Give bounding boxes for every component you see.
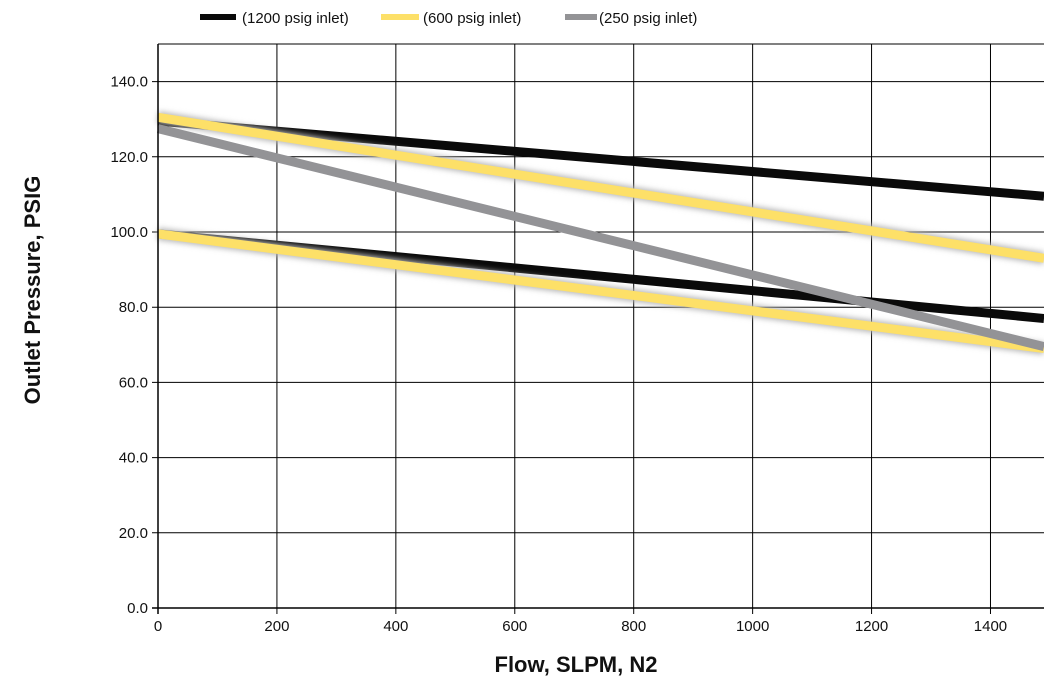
- y-axis-title: Outlet Pressure, PSIG: [20, 176, 45, 405]
- legend: (1200 psig inlet) (600 psig inlet) (250 …: [200, 10, 697, 27]
- x-tick-label: 400: [383, 618, 408, 635]
- legend-label-1200: (1200 psig inlet): [242, 10, 349, 27]
- y-tick-label: 100.0: [110, 224, 148, 241]
- legend-swatch-1200: [200, 14, 236, 20]
- legend-swatch-600: [381, 14, 419, 20]
- y-tick-label: 120.0: [110, 149, 148, 166]
- series-line: [156, 124, 1044, 352]
- y-tick-label: 20.0: [119, 525, 148, 542]
- x-tick-label: 1200: [855, 618, 888, 635]
- y-tick-label: 60.0: [119, 374, 148, 391]
- legend-label-600: (600 psig inlet): [423, 10, 521, 27]
- x-tick-label: 800: [621, 618, 646, 635]
- x-tick-label: 0: [154, 618, 162, 635]
- y-tick-label: 80.0: [119, 299, 148, 316]
- x-axis-title: Flow, SLPM, N2: [495, 652, 658, 677]
- series-line: [157, 116, 1044, 201]
- axes: [152, 44, 1044, 614]
- x-tick-labels: 0 200 400 600 800 1000 1200 1400: [154, 618, 1007, 635]
- y-tick-label: 0.0: [127, 600, 148, 617]
- x-tick-label: 1400: [974, 618, 1007, 635]
- x-tick-label: 600: [502, 618, 527, 635]
- series-line: [157, 112, 1044, 263]
- legend-swatch-250: [565, 14, 597, 20]
- series-lines: [156, 111, 1044, 355]
- y-tick-label: 140.0: [110, 74, 148, 91]
- series-line: [157, 229, 1044, 354]
- y-tick-labels: 0.0 20.0 40.0 60.0 80.0 100.0 120.0 140.0: [110, 74, 148, 617]
- y-tick-label: 40.0: [119, 450, 148, 467]
- x-tick-label: 200: [264, 618, 289, 635]
- x-tick-label: 1000: [736, 618, 769, 635]
- legend-label-250: (250 psig inlet): [599, 10, 697, 27]
